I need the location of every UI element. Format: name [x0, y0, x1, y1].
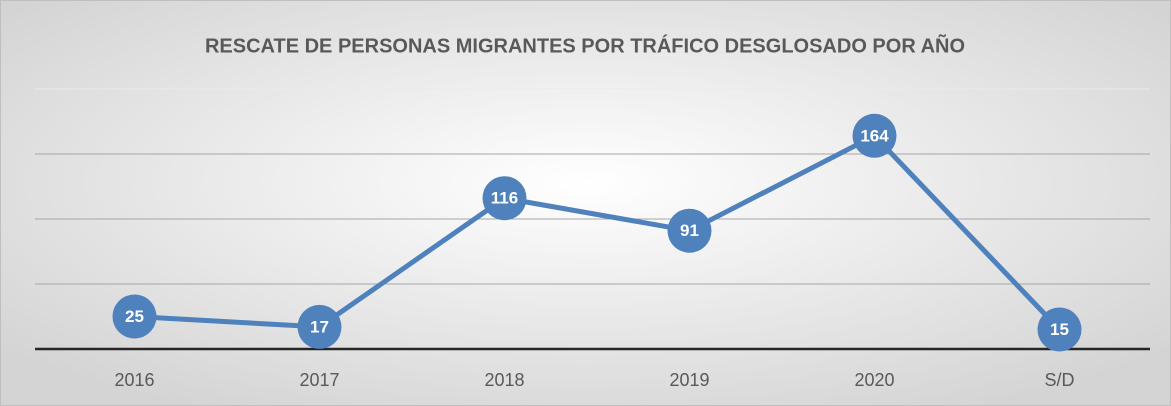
data-marker — [1037, 307, 1082, 352]
data-label: 164 — [860, 126, 889, 145]
x-tick-label: 2019 — [669, 370, 709, 390]
data-label: 91 — [680, 221, 699, 240]
data-marker — [482, 176, 527, 221]
x-tick-label: 2020 — [854, 370, 894, 390]
data-label: 25 — [125, 307, 144, 326]
data-label: 17 — [310, 317, 329, 336]
x-tick-label: 2018 — [484, 370, 524, 390]
data-marker — [852, 113, 897, 158]
data-label: 15 — [1050, 320, 1069, 339]
x-tick-label: S/D — [1044, 370, 1074, 390]
x-tick-label: 2016 — [114, 370, 154, 390]
x-tick-label: 2017 — [299, 370, 339, 390]
data-marker — [297, 304, 342, 349]
data-label: 116 — [491, 189, 518, 208]
data-marker — [112, 294, 157, 339]
data-marker — [667, 208, 712, 253]
data-line — [134, 133, 1062, 332]
chart-title: RESCATE DE PERSONAS MIGRANTES POR TRÁFIC… — [205, 34, 965, 57]
